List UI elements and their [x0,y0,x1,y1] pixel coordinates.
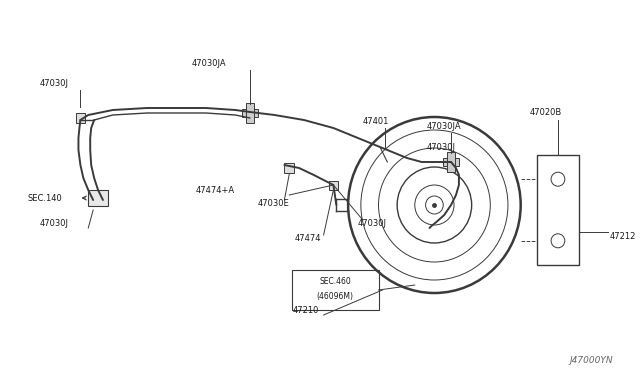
Bar [88,190,108,206]
Text: SEC.460: SEC.460 [319,278,351,286]
Text: (46096M): (46096M) [317,292,354,301]
Text: 47030J: 47030J [39,219,68,228]
Bar [538,155,579,265]
Text: SEC.140: SEC.140 [28,193,62,202]
Text: 47474+A: 47474+A [196,186,236,195]
Text: 47210: 47210 [292,306,319,315]
Text: 47030J: 47030J [358,219,387,228]
Bar [242,109,258,117]
Bar [76,113,85,123]
Bar [292,270,378,310]
Text: 47020B: 47020B [529,108,562,117]
Text: 47030E: 47030E [258,199,290,208]
Text: 47030J: 47030J [426,143,456,152]
Bar [246,103,254,123]
Text: 47401: 47401 [363,117,389,126]
Text: 47030JA: 47030JA [426,122,461,131]
Bar [444,158,459,166]
Text: 47030JA: 47030JA [191,59,226,68]
Text: 47212: 47212 [610,231,636,241]
Text: J47000YN: J47000YN [569,356,613,365]
Bar [329,180,338,189]
Text: 47474: 47474 [294,234,321,243]
Bar [284,163,294,173]
Bar [447,152,455,172]
Text: 47030J: 47030J [39,79,68,88]
